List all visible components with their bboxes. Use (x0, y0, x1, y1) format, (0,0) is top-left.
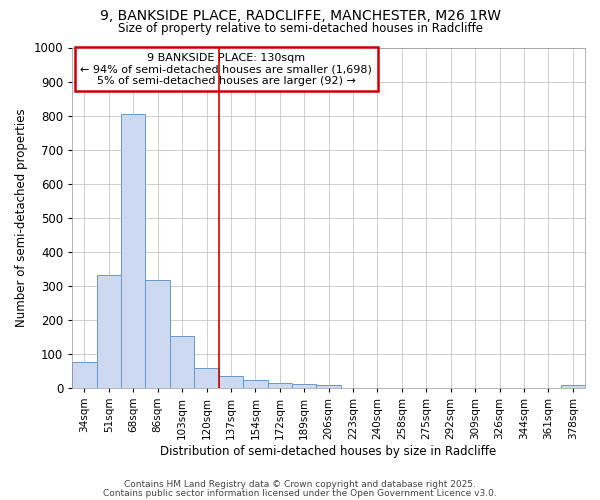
Y-axis label: Number of semi-detached properties: Number of semi-detached properties (15, 108, 28, 327)
Bar (560, 385, 585, 388)
Bar (72, 362, 97, 388)
Text: Contains HM Land Registry data © Crown copyright and database right 2025.: Contains HM Land Registry data © Crown c… (124, 480, 476, 489)
Text: Size of property relative to semi-detached houses in Radcliffe: Size of property relative to semi-detach… (118, 22, 482, 35)
Bar (243, 380, 268, 388)
Bar (145, 280, 170, 388)
Bar (97, 276, 121, 388)
Bar (292, 384, 316, 388)
X-axis label: Distribution of semi-detached houses by size in Radcliffe: Distribution of semi-detached houses by … (160, 444, 497, 458)
Bar (316, 385, 341, 388)
Bar (268, 382, 292, 388)
Bar (194, 368, 219, 388)
Bar (170, 336, 194, 388)
Text: 9 BANKSIDE PLACE: 130sqm
← 94% of semi-detached houses are smaller (1,698)
5% of: 9 BANKSIDE PLACE: 130sqm ← 94% of semi-d… (80, 52, 372, 86)
Bar (219, 376, 243, 388)
Text: 9, BANKSIDE PLACE, RADCLIFFE, MANCHESTER, M26 1RW: 9, BANKSIDE PLACE, RADCLIFFE, MANCHESTER… (100, 9, 500, 23)
Bar (121, 114, 145, 388)
Text: Contains public sector information licensed under the Open Government Licence v3: Contains public sector information licen… (103, 488, 497, 498)
